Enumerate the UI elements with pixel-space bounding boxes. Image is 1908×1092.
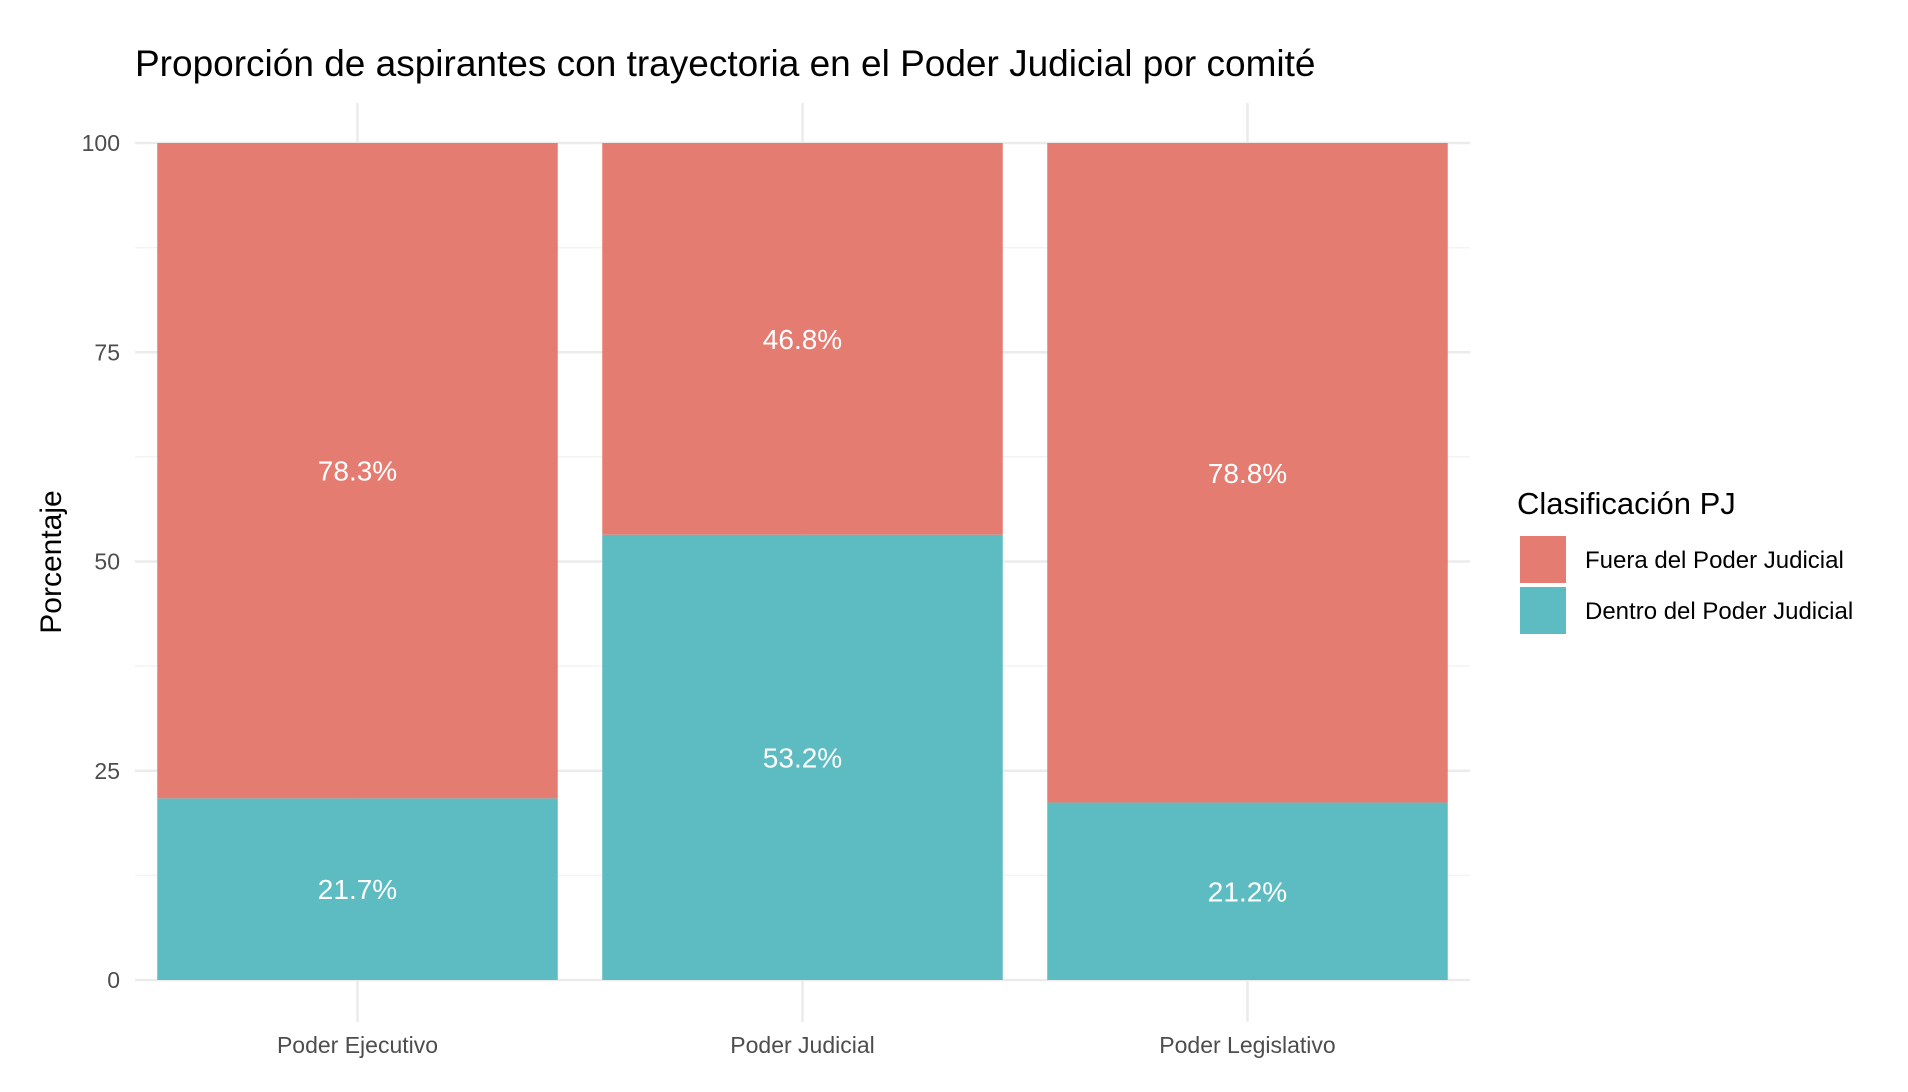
bar-segment [602,534,1003,980]
legend-title: Clasificación PJ [1517,486,1736,521]
bar-segment [1047,143,1448,803]
bar-value-label: 53.2% [763,742,842,773]
y-tick-label: 100 [82,130,120,156]
y-tick-label: 25 [94,758,120,784]
bar-value-label: 46.8% [763,324,842,355]
y-tick-label: 50 [94,549,120,575]
x-axis: Poder Ejecutivo Poder Judicial Poder Legis… [277,1032,1336,1058]
legend-swatch [1520,536,1566,583]
bar-value-label: 21.7% [318,874,397,905]
y-axis: 0 25 50 75 100 [82,130,120,993]
bar-labels: 21.7% 78.3% 53.2% 46.8% 21.2% 78.8% [318,324,1287,907]
bar-value-label: 78.8% [1208,458,1287,489]
bars [157,143,1448,980]
legend: Clasificación PJ Fuera del Poder Judicia… [1517,486,1853,634]
bar-segment [157,143,558,799]
bar-segment [1047,802,1448,980]
y-tick-label: 75 [94,339,120,365]
y-tick-label: 0 [107,967,120,993]
legend-label: Fuera del Poder Judicial [1585,547,1844,574]
bar-segment [602,143,1003,535]
chart-title: Proporción de aspirantes con trayectoria… [135,43,1316,84]
bar-value-label: 21.2% [1208,876,1287,907]
legend-label: Dentro del Poder Judicial [1585,598,1853,625]
x-tick-label: Poder Legislativo [1159,1032,1335,1058]
bar-value-label: 78.3% [318,456,397,487]
y-axis-title: Porcentaje [35,490,68,633]
x-tick-label: Poder Ejecutivo [277,1032,438,1058]
bar-segment [157,798,558,980]
legend-swatch [1520,587,1566,634]
x-tick-label: Poder Judicial [730,1032,874,1058]
